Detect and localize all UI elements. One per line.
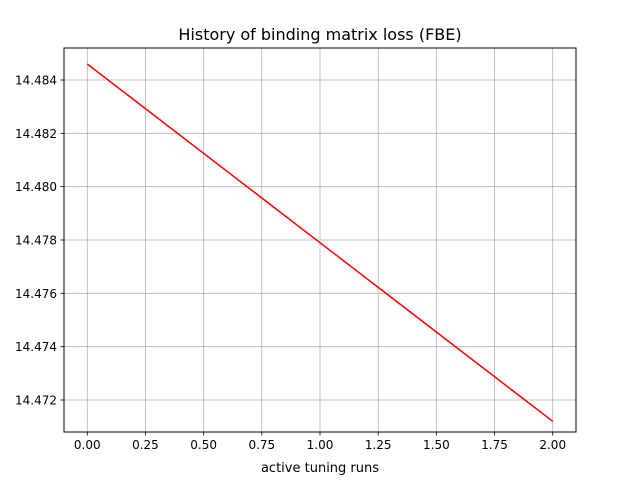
y-tick-label: 14.476 (15, 287, 57, 301)
grid-lines (64, 48, 576, 432)
x-axis-label: active tuning runs (261, 461, 379, 476)
series-layer (86, 63, 554, 422)
x-tick-label: 1.25 (365, 438, 392, 452)
series-line (86, 63, 554, 422)
y-tick-label: 14.480 (15, 180, 57, 194)
y-tick-label: 14.482 (15, 127, 57, 141)
x-tick-label: 2.00 (539, 438, 566, 452)
ticks: 0.00 0.25 0.50 0.75 1.00 1.25 1.50 1.75 2.00 14.4… (15, 74, 566, 453)
chart-title: History of binding matrix loss (FBE) (178, 25, 461, 44)
x-tick-label: 1.00 (307, 438, 334, 452)
y-tick-label: 14.474 (15, 340, 57, 354)
x-tick-label: 0.75 (248, 438, 275, 452)
x-tick-label: 0.50 (190, 438, 217, 452)
y-tick-label: 14.472 (15, 394, 57, 408)
x-tick-label: 0.00 (74, 438, 101, 452)
y-tick-label: 14.478 (15, 234, 57, 248)
x-tick-label: 1.75 (481, 438, 508, 452)
x-tick-label: 1.50 (423, 438, 450, 452)
y-tick-label: 14.484 (15, 74, 57, 88)
x-tick-label: 0.25 (132, 438, 159, 452)
